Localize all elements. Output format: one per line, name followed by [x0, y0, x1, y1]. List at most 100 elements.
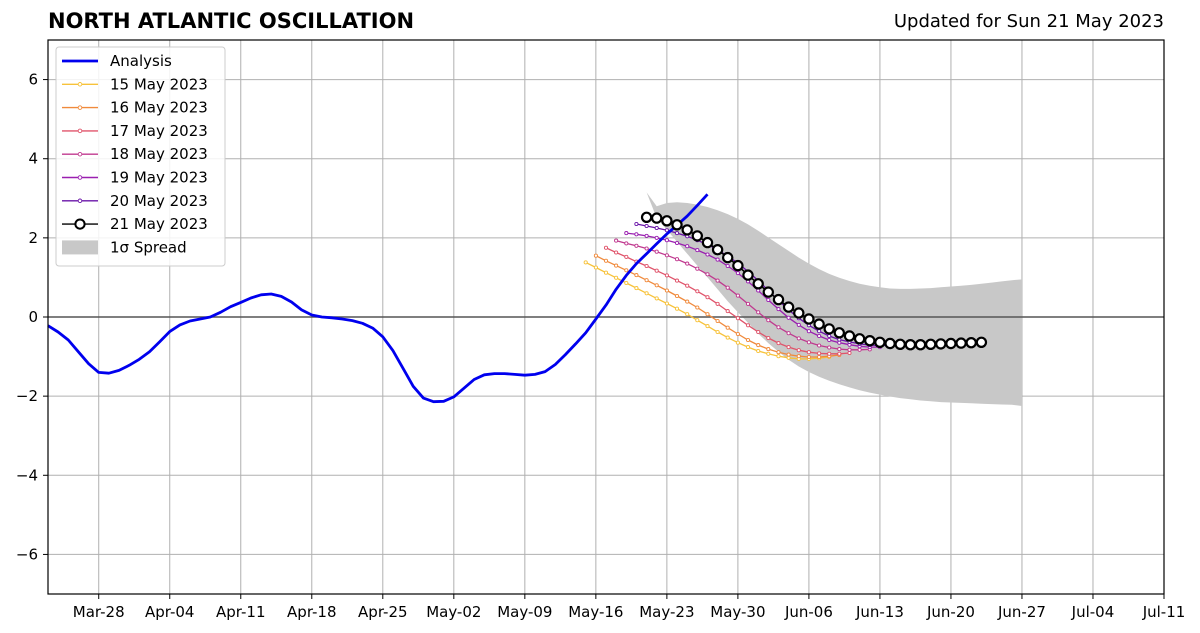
legend-item-20-may-2023: 20 May 2023 — [62, 192, 208, 210]
forecast-point — [766, 351, 771, 356]
forecast-point — [664, 273, 669, 278]
forecast-point — [827, 345, 832, 350]
forecast-point — [776, 325, 781, 330]
forecast-point — [674, 257, 680, 262]
forecast-point — [735, 340, 740, 345]
forecast-point — [786, 345, 791, 350]
forecast-point — [786, 352, 791, 357]
forecast-point — [644, 223, 649, 229]
forecast-point — [654, 225, 659, 231]
legend-label: 20 May 2023 — [110, 192, 208, 210]
forecast-point — [735, 331, 740, 337]
forecast-point — [614, 238, 619, 243]
x-tick-label: Apr-25 — [358, 603, 408, 621]
forecast-point — [674, 240, 680, 246]
main-forecast-point — [752, 278, 764, 290]
main-forecast-layer — [640, 211, 988, 351]
forecast-point — [664, 301, 669, 306]
forecast-point — [827, 351, 832, 356]
forecast-point — [695, 305, 700, 310]
forecast-series-17-may-2023 — [603, 245, 852, 356]
x-tick-label: Apr-18 — [287, 603, 337, 621]
legend-item-15-may-2023: 15 May 2023 — [62, 75, 208, 93]
forecast-point — [786, 315, 791, 320]
forecast-point — [614, 275, 619, 280]
forecast-point — [654, 296, 659, 301]
legend-label: 1σ Spread — [110, 238, 187, 256]
forecast-point — [756, 343, 761, 348]
forecast-point — [624, 280, 629, 286]
forecast-point — [624, 231, 629, 236]
forecast-point — [715, 301, 720, 306]
forecast-point — [786, 331, 791, 336]
forecast-point — [634, 286, 639, 291]
forecast-point — [634, 221, 639, 227]
x-tick-label: Apr-04 — [145, 603, 195, 621]
legend-marker — [77, 151, 83, 157]
forecast-point — [756, 310, 761, 315]
main-forecast-point — [853, 333, 866, 345]
main-forecast-point — [661, 215, 673, 227]
legend-marker — [77, 82, 83, 87]
legend-item-1-spread: 1σ Spread — [62, 238, 187, 256]
forecast-point — [603, 245, 609, 250]
forecast-point — [695, 266, 700, 271]
forecast-point — [644, 263, 649, 269]
forecast-point — [817, 329, 822, 334]
legend-marker — [77, 175, 83, 180]
forecast-point — [725, 325, 730, 330]
forecast-point — [735, 271, 740, 276]
forecast-point — [847, 347, 852, 352]
x-tick-label: May-30 — [710, 603, 765, 621]
forecast-point — [685, 283, 690, 288]
forecast-point — [664, 253, 669, 258]
forecast-point — [634, 232, 639, 237]
forecast-point — [735, 316, 740, 321]
analysis-line-layer — [47, 193, 709, 404]
forecast-point — [634, 243, 639, 248]
forecast-point — [756, 329, 761, 335]
main-forecast-point — [833, 327, 846, 339]
main-forecast-point — [671, 219, 683, 231]
main-forecast-point — [935, 338, 947, 350]
forecast-point — [837, 347, 842, 352]
main-forecast-point — [843, 330, 856, 342]
main-forecast-point — [701, 236, 714, 249]
forecast-point — [674, 293, 680, 299]
main-forecast-point — [955, 337, 967, 349]
legend-label: 21 May 2023 — [110, 215, 208, 233]
forecast-point — [745, 337, 751, 343]
forecast-point — [776, 341, 781, 346]
legend-box — [55, 46, 226, 267]
main-forecast-point — [711, 243, 724, 256]
main-forecast-point — [864, 335, 876, 347]
main-forecast-point — [772, 293, 785, 306]
forecast-point — [664, 228, 669, 233]
forecast-point — [745, 301, 751, 306]
main-forecast-point — [691, 230, 704, 242]
x-tick-label: Jun-06 — [784, 603, 833, 621]
forecast-point — [776, 307, 781, 312]
forecast-point — [705, 324, 710, 329]
forecast-point — [644, 233, 649, 238]
forecast-point — [654, 235, 659, 240]
main-forecast-point — [925, 338, 937, 350]
forecast-point — [695, 318, 700, 323]
forecast-point — [806, 354, 811, 360]
y-tick-label: 2 — [28, 229, 38, 247]
forecast-point — [715, 257, 720, 262]
forecast-point — [796, 336, 801, 341]
legend-item-21-may-2023: 21 May 2023 — [62, 215, 208, 233]
main-forecast-point — [823, 323, 835, 335]
main-forecast-point — [732, 259, 744, 272]
forecast-point — [725, 263, 730, 269]
chart-title: NORTH ATLANTIC OSCILLATION — [48, 9, 415, 33]
main-forecast-point — [894, 338, 906, 350]
x-tick-label: May-09 — [497, 603, 552, 621]
forecast-point — [603, 258, 609, 263]
forecast-point — [654, 268, 659, 273]
chart-subtitle: Updated for Sun 21 May 2023 — [893, 11, 1164, 32]
main-forecast-point — [651, 212, 663, 224]
forecast-point — [756, 348, 761, 354]
